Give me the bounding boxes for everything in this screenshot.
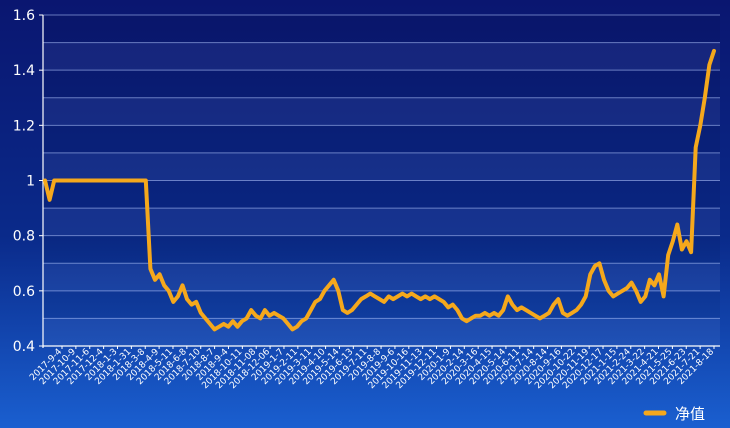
x-tick-labels: 2017-9-42017-10-92017-11-62017-12-42018-…	[28, 347, 716, 391]
plot-bands	[43, 15, 720, 346]
plot-band	[43, 70, 720, 98]
plot-band	[43, 125, 720, 153]
series-group	[43, 48, 716, 332]
plot-band	[43, 97, 720, 126]
y-tick-label: 0.6	[13, 284, 35, 300]
y-tick-labels: 0.4 0.6 0.8 1 1.2 1.4 1.6	[13, 8, 35, 355]
plot-band	[43, 235, 720, 264]
plot-band	[43, 208, 720, 236]
plot-band	[43, 152, 720, 181]
y-tick-label: 1	[26, 174, 35, 190]
axes	[39, 14, 720, 349]
y-tick-label: 1.2	[13, 118, 35, 134]
y-tick-label: 0.8	[13, 229, 35, 245]
plot-band	[43, 180, 720, 209]
plot-band	[43, 42, 720, 71]
plot-band	[43, 15, 720, 43]
y-tick-label: 0.4	[13, 339, 35, 355]
plot-band	[43, 290, 720, 319]
y-tick-label: 1.4	[13, 63, 35, 79]
plot-band	[43, 263, 720, 291]
series-line	[43, 48, 716, 332]
legend-label: 净值	[675, 405, 705, 423]
legend: 净值	[643, 405, 705, 423]
plot-band	[43, 318, 720, 346]
y-tick-label: 1.6	[13, 8, 35, 24]
